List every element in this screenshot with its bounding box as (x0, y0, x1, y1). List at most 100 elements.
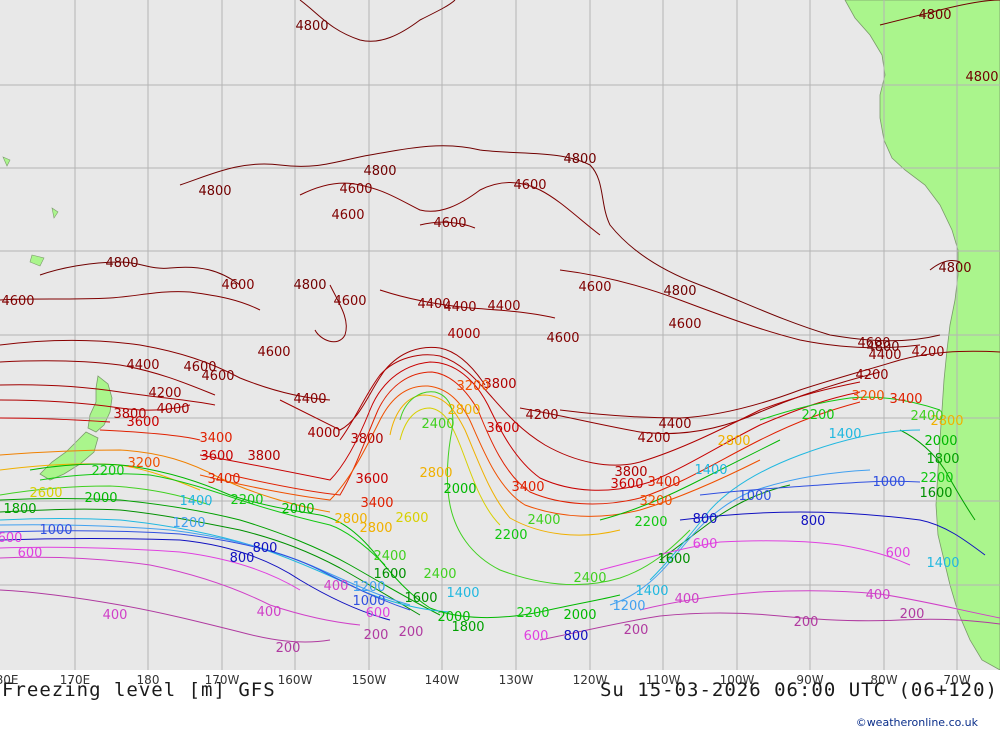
contour-label: 4800 (105, 256, 138, 271)
contour-label: 2200 (634, 515, 667, 530)
contour-label: 2800 (359, 521, 392, 536)
isoline-4800 (929, 259, 961, 271)
longitude-label: 140W (424, 673, 460, 687)
isoline-4800 (879, 0, 1000, 26)
contour-label: 600 (886, 546, 911, 561)
contour-label: 1800 (926, 452, 959, 467)
contour-label: 2400 (421, 417, 454, 432)
pacific-island (29, 254, 45, 267)
contour-label: 2200 (920, 471, 953, 486)
isoline-3600 (199, 361, 861, 491)
contour-label: 3200 (127, 456, 160, 471)
longitude-label: 110W (645, 673, 681, 687)
contour-label: 600 (524, 629, 549, 644)
isoline-600 (599, 540, 911, 571)
contour-label: 1400 (446, 586, 479, 601)
map-canvas: 4800 4800 4800 4800 4800 4800 4800 4800 4800 4800… (0, 0, 1000, 670)
isoline-4800 (299, 0, 456, 42)
contour-label: 200 (900, 607, 925, 622)
contour-label: 4600 (183, 360, 216, 375)
credit-link[interactable]: ©weatheronline.co.uk (855, 716, 978, 729)
contour-label: 4800 (198, 184, 231, 199)
contour-label: 1400 (694, 463, 727, 478)
contour-label: 600 (693, 537, 718, 552)
contour-label: 4200 (855, 368, 888, 383)
isoline-1000 (699, 480, 921, 496)
contour-label: 2400 (573, 571, 606, 586)
contour-label: 200 (794, 615, 819, 630)
contour-label: 4200 (637, 431, 670, 446)
contour-label: 4800 (363, 164, 396, 179)
contour-label: 4800 (938, 261, 971, 276)
contour-label: 800 (693, 512, 718, 527)
isoline-1800 (0, 498, 441, 616)
product-title: Freezing level [m] GFS (2, 679, 276, 701)
isoline-600 (0, 546, 301, 591)
contour-label: 2800 (334, 512, 367, 527)
isoline-4800 (39, 261, 241, 286)
isoline-4200 (0, 360, 216, 396)
contour-label: 1600 (919, 486, 952, 501)
contour-label: 4600 (333, 294, 366, 309)
contour-label: 4600 (339, 182, 372, 197)
longitude-label: 80W (870, 673, 898, 687)
contour-label: 800 (230, 551, 255, 566)
isoline-1000 (0, 530, 411, 611)
contour-label: 600 (0, 531, 22, 546)
isoline-4800 (179, 145, 941, 342)
contour-label: 3600 (610, 477, 643, 492)
contour-label: 2600 (29, 486, 62, 501)
contour-label: 3600 (355, 472, 388, 487)
isoline-200 (0, 589, 331, 643)
contour-label: 2800 (419, 466, 452, 481)
isoline-3800 (339, 354, 861, 466)
contour-lines (0, 0, 1000, 643)
contour-label: 1400 (635, 584, 668, 599)
contour-label: 4400 (868, 348, 901, 363)
contour-label: 3400 (647, 475, 680, 490)
contour-label: 400 (675, 592, 700, 607)
contour-label: 4800 (866, 340, 899, 355)
contour-label: 4600 (433, 216, 466, 231)
contour-label: 4600 (513, 178, 546, 193)
isoline-1200 (0, 524, 411, 606)
contour-label: 2000 (281, 502, 314, 517)
longitude-label: 120W (572, 673, 608, 687)
contour-label: 4400 (658, 417, 691, 432)
contour-label: 1000 (39, 523, 72, 538)
longitude-label: 100W (719, 673, 755, 687)
isoline-4600 (559, 269, 921, 349)
contour-label: 4600 (257, 345, 290, 360)
contour-label: 2000 (563, 608, 596, 623)
longitude-label: 130W (498, 673, 534, 687)
contour-label: 2000 (84, 491, 117, 506)
contour-label: 4600 (221, 278, 254, 293)
contour-label: 2400 (423, 567, 456, 582)
longitude-label: 80E (0, 673, 19, 687)
contour-label: 800 (801, 514, 826, 529)
longitude-label: 170W (204, 673, 240, 687)
contour-label: 2000 (924, 434, 957, 449)
contour-label: 4800 (295, 19, 328, 34)
contour-label: 600 (366, 606, 391, 621)
isoline-3800 (0, 399, 191, 411)
isoline-4600 (299, 182, 601, 236)
contour-label: 3200 (639, 494, 672, 509)
contour-label: 4600 (331, 208, 364, 223)
isoline-2000 (599, 439, 781, 521)
contour-label: 4800 (965, 70, 998, 85)
isoline-400 (0, 556, 361, 626)
isoline-3400 (99, 429, 201, 441)
contour-label: 4400 (293, 392, 326, 407)
isoline-1600 (0, 508, 421, 616)
isoline-2200 (759, 396, 941, 421)
contour-label: 1200 (172, 516, 205, 531)
isoline-3600 (0, 417, 111, 423)
longitude-label: 150W (351, 673, 387, 687)
isoline-4200 (519, 371, 881, 435)
contour-label: 1400 (926, 556, 959, 571)
contour-label: 3800 (350, 432, 383, 447)
isoline-3200 (199, 385, 761, 517)
isoline-4600 (0, 291, 261, 311)
contour-label: 2800 (930, 414, 963, 429)
